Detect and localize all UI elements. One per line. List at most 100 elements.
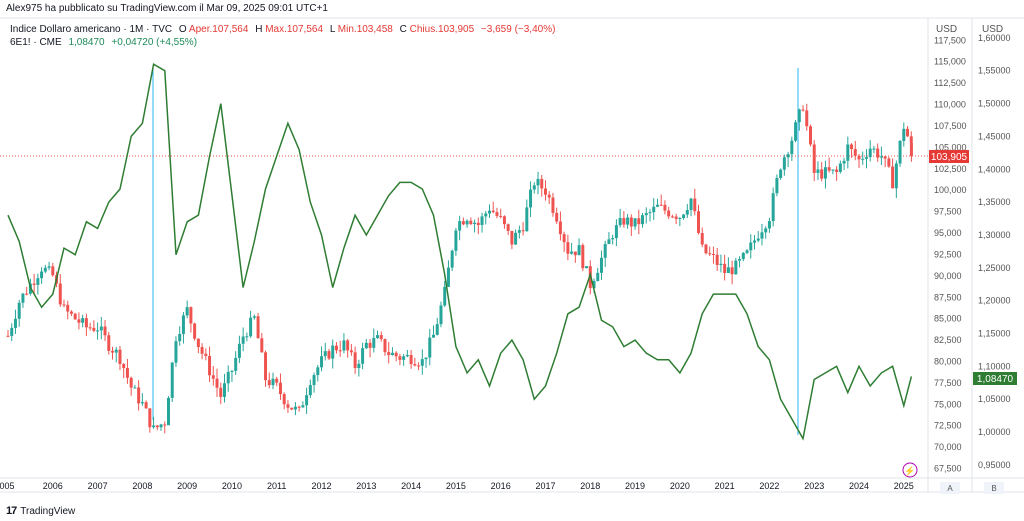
publisher-info: Alex975 ha pubblicato su TradingView.com… bbox=[6, 3, 328, 14]
dxy-candle-body bbox=[603, 243, 607, 258]
dxy-candle-body bbox=[47, 266, 51, 268]
dxy-candle-body bbox=[137, 387, 141, 404]
dxy-tick-label: 72,500 bbox=[934, 421, 962, 431]
x-tick-label: 2016 bbox=[491, 481, 511, 491]
dxy-candle-body bbox=[827, 167, 831, 171]
dxy-candle-body bbox=[693, 198, 697, 212]
dxy-candle-body bbox=[428, 337, 432, 358]
dxy-candle-body bbox=[480, 216, 484, 225]
dxy-candle-body bbox=[674, 216, 678, 220]
dxy-candle-body bbox=[200, 347, 204, 354]
dxy-candle-body bbox=[476, 222, 480, 225]
x-tick-label: 2025 bbox=[894, 481, 914, 491]
dxy-candle-body bbox=[499, 215, 503, 217]
dxy-candle-body bbox=[148, 408, 152, 428]
legend-eur[interactable]: 6E1! · CME 1,08470 +0,04720 (+4,55%) bbox=[10, 37, 197, 48]
dxy-candle-body bbox=[510, 230, 514, 245]
last-price-dxy-badge bbox=[929, 150, 969, 163]
dxy-candle-body bbox=[226, 371, 230, 384]
dxy-candle-body bbox=[181, 315, 185, 334]
dxy-candle-body bbox=[506, 224, 510, 231]
x-tick-label: 2021 bbox=[715, 481, 735, 491]
dxy-candle-body bbox=[790, 140, 794, 155]
last-price-eur-text: 1,08470 bbox=[977, 374, 1014, 385]
dxy-candle-body bbox=[532, 185, 536, 190]
x-tick-label: 2015 bbox=[446, 481, 466, 491]
dxy-candle-body bbox=[249, 317, 253, 337]
dxy-candle-body bbox=[495, 212, 499, 216]
dxy-candle-body bbox=[361, 348, 365, 364]
dxy-candle-body bbox=[868, 148, 872, 158]
dxy-candle-body bbox=[864, 157, 868, 159]
dxy-candle-body bbox=[51, 266, 55, 276]
last-price-eur-badge bbox=[973, 372, 1017, 385]
dxy-candle-body bbox=[398, 356, 402, 360]
tradingview-logo-icon: 17 bbox=[6, 505, 17, 517]
eur-line bbox=[7, 63, 913, 441]
x-tick-label: 2010 bbox=[222, 481, 242, 491]
dxy-candles-group bbox=[6, 103, 913, 434]
dxy-candle-body bbox=[88, 327, 92, 329]
dxy-candle-body bbox=[211, 375, 215, 379]
scale-button-a[interactable] bbox=[940, 482, 960, 494]
dxy-candle-body bbox=[667, 210, 671, 217]
dxy-tick-label: 80,000 bbox=[934, 357, 962, 367]
dxy-candle-body bbox=[570, 251, 574, 254]
dxy-candle-body bbox=[353, 352, 357, 369]
dxy-candle-body bbox=[618, 218, 622, 226]
dxy-candle-body bbox=[708, 253, 712, 255]
dxy-candle-body bbox=[689, 198, 693, 211]
eur-axis-ticks: 1,60000 1,55000 1,50000 1,45000 1,40000 1,350… bbox=[978, 33, 1011, 470]
dxy-candle-body bbox=[293, 406, 297, 410]
lightning-icon[interactable] bbox=[902, 462, 918, 478]
dxy-candle-body bbox=[786, 154, 790, 158]
dxy-candle-body bbox=[286, 404, 290, 408]
dxy-tick-label: 90,000 bbox=[934, 271, 962, 281]
dxy-candle-body bbox=[850, 144, 854, 150]
x-tick-label: 2020 bbox=[670, 481, 690, 491]
dxy-candle-body bbox=[536, 178, 540, 186]
legend-dxy-open-label: O bbox=[178, 24, 187, 35]
eur-tick-label: 1,50000 bbox=[978, 99, 1011, 109]
last-price-dxy-text: 103,905 bbox=[931, 152, 968, 163]
dxy-candle-body bbox=[368, 342, 372, 348]
dxy-candle-body bbox=[566, 242, 570, 254]
dxy-candle-body bbox=[58, 283, 62, 305]
dxy-candle-body bbox=[133, 387, 137, 389]
dxy-candle-body bbox=[387, 352, 391, 356]
x-tick-label: 2007 bbox=[88, 481, 108, 491]
dxy-candle-body bbox=[678, 218, 682, 220]
dxy-candle-body bbox=[641, 215, 645, 225]
dxy-candle-body bbox=[805, 110, 809, 127]
dxy-tick-label: 67,500 bbox=[934, 464, 962, 474]
dxy-candle-body bbox=[573, 251, 577, 256]
dxy-candle-body bbox=[764, 228, 768, 233]
eur-tick-label: 0,95000 bbox=[978, 460, 1011, 470]
dxy-candle-body bbox=[551, 197, 555, 213]
dxy-candle-body bbox=[812, 144, 816, 173]
dxy-candle-body bbox=[808, 126, 812, 145]
dxy-candle-body bbox=[237, 343, 241, 358]
dxy-candle-body bbox=[599, 257, 603, 273]
dxy-candle-body bbox=[876, 148, 880, 158]
dxy-candle-body bbox=[402, 356, 406, 360]
dxy-candle-body bbox=[208, 355, 212, 376]
scale-button-b[interactable] bbox=[984, 482, 1004, 494]
dxy-candle-body bbox=[282, 394, 286, 405]
legend-dxy-open: Aper.107,564 bbox=[188, 24, 249, 35]
dxy-candle-body bbox=[797, 109, 801, 123]
scale-button-a-label: A bbox=[947, 484, 953, 493]
legend-dxy[interactable]: Indice Dollaro americano · 1M · TVC O Ap… bbox=[10, 24, 555, 35]
dxy-candle-body bbox=[562, 234, 566, 243]
dxy-candle-body bbox=[275, 378, 279, 383]
dxy-candle-body bbox=[487, 210, 491, 214]
dxy-candle-body bbox=[66, 304, 70, 312]
dxy-candle-body bbox=[69, 311, 73, 314]
dxy-candle-body bbox=[267, 380, 271, 386]
dxy-candle-body bbox=[219, 387, 223, 397]
dxy-candle-body bbox=[547, 194, 551, 198]
dxy-candle-body bbox=[114, 349, 118, 353]
dxy-candle-body bbox=[297, 406, 301, 408]
dxy-candle-body bbox=[745, 250, 749, 253]
